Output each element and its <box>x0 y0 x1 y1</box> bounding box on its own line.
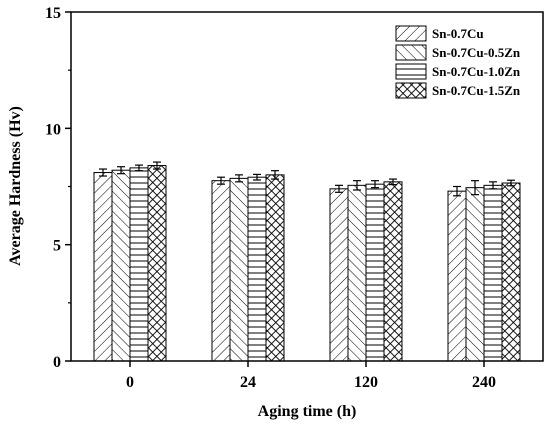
legend-swatch <box>395 25 427 42</box>
bar <box>111 169 131 362</box>
bars <box>93 165 521 362</box>
y-axis-label: Average Hardness (Hv) <box>7 106 24 266</box>
bar <box>229 177 249 362</box>
y-tick-label: 15 <box>45 5 61 22</box>
bar <box>93 172 113 362</box>
legend: Sn-0.7Cu Sn-0.7Cu-0.5Zn Sn-0.7Cu-1.0Zn Sn-0… <box>395 25 521 99</box>
bar <box>147 165 167 362</box>
x-tick-label: 240 <box>472 374 496 391</box>
bar <box>501 182 521 362</box>
x-axis: 0 24 120 240 <box>126 361 496 391</box>
bar <box>329 188 349 362</box>
bar <box>383 181 403 362</box>
bar <box>129 167 149 362</box>
y-axis: 0 5 10 15 <box>45 5 71 371</box>
x-tick-label: 120 <box>354 374 378 391</box>
x-tick-label: 24 <box>240 374 256 391</box>
bar <box>211 180 231 362</box>
bar <box>465 187 485 362</box>
legend-label: Sn-0.7Cu-0.5Zn <box>432 45 521 60</box>
legend-swatch <box>395 82 427 99</box>
y-tick-label: 0 <box>53 354 61 371</box>
bar <box>483 184 503 362</box>
x-tick-label: 0 <box>126 374 134 391</box>
x-axis-label: Aging time (h) <box>258 403 357 420</box>
bar <box>247 176 267 362</box>
y-tick-label: 10 <box>45 121 61 138</box>
legend-label: Sn-0.7Cu-1.5Zn <box>432 83 521 98</box>
bar <box>265 174 285 362</box>
y-tick-label: 5 <box>53 238 61 255</box>
legend-swatch <box>395 63 427 80</box>
bar <box>365 183 385 362</box>
legend-swatch <box>395 44 427 61</box>
bar <box>347 184 367 362</box>
legend-label: Sn-0.7Cu <box>432 26 484 41</box>
bar <box>447 190 467 362</box>
legend-label: Sn-0.7Cu-1.0Zn <box>432 64 521 79</box>
error-bars <box>99 161 515 197</box>
